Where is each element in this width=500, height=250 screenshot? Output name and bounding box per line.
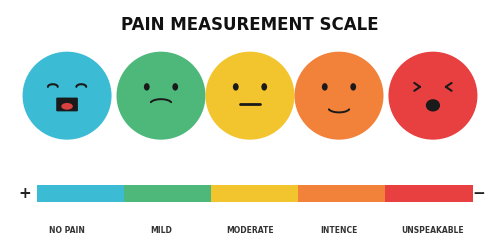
Ellipse shape <box>144 83 150 90</box>
Ellipse shape <box>22 52 112 140</box>
Ellipse shape <box>62 103 73 110</box>
Ellipse shape <box>322 83 328 90</box>
Ellipse shape <box>262 83 267 90</box>
Ellipse shape <box>206 52 294 140</box>
Text: NO PAIN: NO PAIN <box>49 226 85 234</box>
Text: INTENCE: INTENCE <box>320 226 358 234</box>
Ellipse shape <box>233 83 238 90</box>
Bar <box>38 185 124 202</box>
Text: PAIN MEASUREMENT SCALE: PAIN MEASUREMENT SCALE <box>121 16 379 34</box>
Ellipse shape <box>172 83 178 90</box>
Ellipse shape <box>350 83 356 90</box>
Bar <box>386 185 472 202</box>
Ellipse shape <box>426 99 440 112</box>
Bar <box>212 185 298 202</box>
Text: MILD: MILD <box>150 226 172 234</box>
Text: MODERATE: MODERATE <box>226 226 274 234</box>
Text: +: + <box>18 186 32 201</box>
Text: −: − <box>472 186 486 201</box>
Bar <box>298 185 386 202</box>
Bar <box>124 185 212 202</box>
Ellipse shape <box>388 52 478 140</box>
Ellipse shape <box>116 52 206 140</box>
Text: UNSPEAKABLE: UNSPEAKABLE <box>402 226 464 234</box>
Ellipse shape <box>294 52 384 140</box>
FancyBboxPatch shape <box>56 98 78 111</box>
